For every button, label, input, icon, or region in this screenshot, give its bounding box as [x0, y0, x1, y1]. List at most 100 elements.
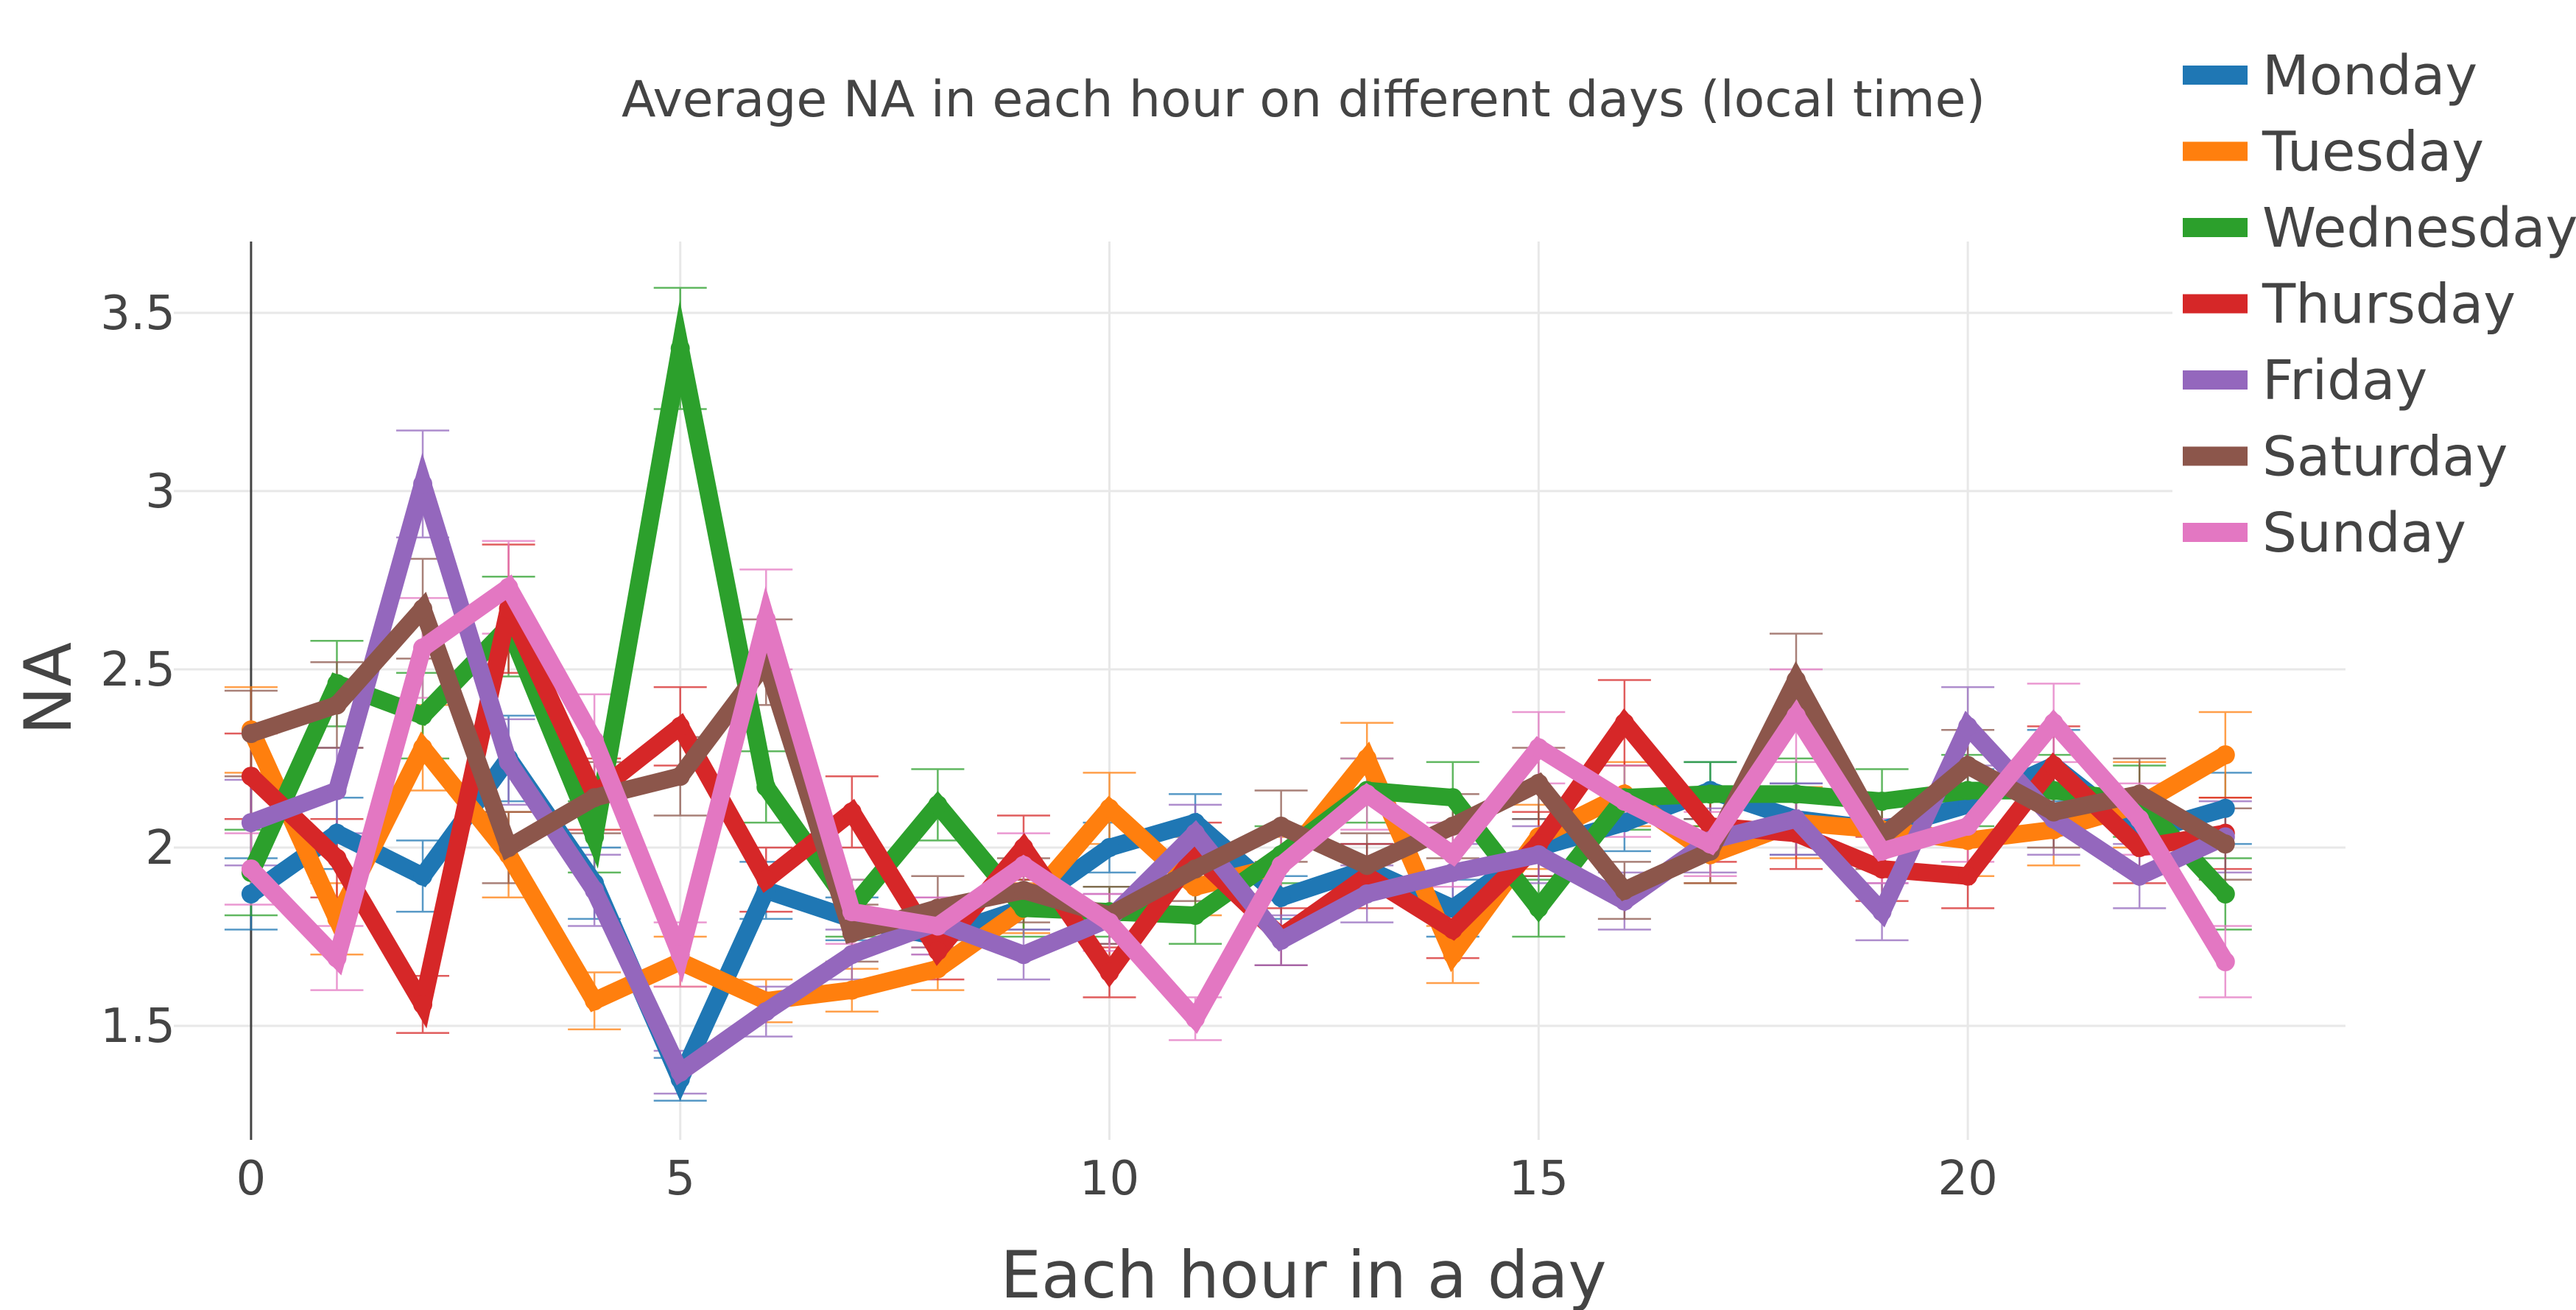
data-point-sunday	[241, 859, 261, 879]
data-point-thursday	[2044, 756, 2063, 775]
data-point-wednesday	[1787, 784, 1806, 804]
data-point-sunday	[499, 577, 518, 597]
data-point-wednesday	[1872, 792, 1892, 811]
x-axis-ticks: 0 5 10 15 20	[236, 1152, 1998, 1206]
data-point-friday	[1013, 945, 1033, 965]
data-point-saturday	[2044, 802, 2063, 822]
legend-label-thursday: Thursday	[2262, 273, 2516, 337]
data-point-friday	[1787, 809, 1806, 829]
x-tick-label: 5	[665, 1152, 695, 1206]
x-tick-label: 15	[1509, 1152, 1569, 1206]
y-tick-label: 1.5	[100, 999, 175, 1054]
data-point-sunday	[1443, 845, 1463, 864]
data-point-thursday	[928, 941, 948, 961]
data-point-saturday	[1958, 756, 1978, 775]
data-point-monday	[413, 866, 433, 886]
legend-swatch-wednesday	[2183, 218, 2248, 237]
x-tick-label: 10	[1080, 1152, 1139, 1206]
data-point-sunday	[1614, 792, 1634, 811]
data-point-wednesday	[1013, 898, 1033, 918]
legend-swatch-tuesday	[2183, 141, 2248, 161]
data-point-wednesday	[1958, 781, 1978, 800]
data-point-tuesday	[413, 738, 433, 758]
x-axis-title: Each hour in a day	[1000, 1237, 1606, 1310]
data-point-saturday	[327, 695, 347, 715]
y-axis-ticks: 1.5 2 2.5 3 3.5	[100, 286, 175, 1054]
chart-title: Average NA in each hour on different day…	[622, 71, 1985, 129]
data-point-thursday	[670, 716, 690, 736]
data-point-friday	[413, 474, 433, 494]
data-point-sunday	[670, 945, 690, 965]
data-point-monday	[1099, 838, 1119, 858]
data-point-saturday	[2215, 834, 2235, 854]
x-tick-label: 0	[236, 1152, 267, 1206]
data-point-saturday	[499, 838, 518, 858]
data-point-wednesday	[1700, 784, 1720, 804]
data-point-wednesday	[756, 777, 776, 797]
y-tick-label: 2	[145, 821, 175, 876]
data-point-thursday	[1958, 866, 1978, 886]
data-point-monday	[1271, 887, 1291, 907]
data-point-sunday	[327, 948, 347, 968]
data-point-tuesday	[928, 959, 948, 979]
data-point-sunday	[928, 916, 948, 936]
data-point-tuesday	[1357, 748, 1377, 768]
plot-area	[224, 286, 2252, 1102]
data-point-wednesday	[2215, 884, 2235, 904]
data-point-sunday	[2044, 713, 2063, 733]
data-point-friday	[1357, 884, 1377, 904]
data-point-monday	[241, 884, 261, 904]
data-point-thursday	[1099, 962, 1119, 982]
data-point-sunday	[1271, 856, 1291, 876]
series-markers-sunday	[241, 577, 2235, 1029]
legend-swatch-friday	[2183, 370, 2248, 390]
series-line-saturday	[248, 591, 2230, 944]
data-point-saturday	[1443, 816, 1463, 836]
data-point-sunday	[1958, 816, 1978, 836]
y-axis-title: NA	[10, 642, 86, 735]
data-point-saturday	[241, 724, 261, 744]
data-point-sunday	[1872, 841, 1892, 861]
data-point-sunday	[1700, 834, 1720, 854]
data-point-thursday	[241, 767, 261, 786]
legend-label-tuesday: Tuesday	[2262, 121, 2484, 184]
data-point-wednesday	[1186, 906, 1206, 925]
data-point-sunday	[1186, 1009, 1206, 1029]
legend-swatch-monday	[2183, 66, 2248, 85]
data-point-thursday	[842, 802, 862, 822]
data-point-sunday	[1099, 912, 1119, 932]
x-tick-label: 20	[1938, 1152, 1997, 1206]
data-point-thursday	[1013, 838, 1033, 858]
data-point-saturday	[1529, 773, 1549, 793]
y-tick-label: 3	[145, 465, 175, 519]
data-point-friday	[1186, 823, 1206, 843]
data-point-thursday	[1614, 713, 1634, 733]
data-point-thursday	[1443, 920, 1463, 940]
legend-label-friday: Friday	[2262, 349, 2427, 412]
data-point-friday	[670, 1063, 690, 1082]
data-point-tuesday	[1443, 945, 1463, 965]
data-point-saturday	[2130, 784, 2150, 804]
data-point-friday	[1443, 862, 1463, 882]
data-point-tuesday	[842, 980, 862, 1000]
data-point-thursday	[413, 995, 433, 1015]
data-point-saturday	[1357, 856, 1377, 876]
data-point-sunday	[842, 902, 862, 922]
data-point-sunday	[1357, 784, 1377, 804]
y-tick-label: 3.5	[100, 286, 175, 341]
legend-label-monday: Monday	[2262, 44, 2477, 108]
data-point-tuesday	[1099, 798, 1119, 818]
data-point-friday	[1872, 902, 1892, 922]
data-point-tuesday	[2215, 745, 2235, 765]
data-point-wednesday	[585, 827, 605, 847]
data-point-sunday	[413, 638, 433, 658]
data-point-monday	[327, 823, 347, 843]
data-point-friday	[756, 1001, 776, 1021]
data-point-wednesday	[1529, 898, 1549, 918]
data-point-wednesday	[413, 705, 433, 725]
data-point-saturday	[413, 599, 433, 619]
data-point-sunday	[1529, 738, 1549, 758]
data-point-friday	[327, 781, 347, 800]
data-point-friday	[1529, 845, 1549, 864]
data-point-thursday	[1872, 859, 1892, 879]
